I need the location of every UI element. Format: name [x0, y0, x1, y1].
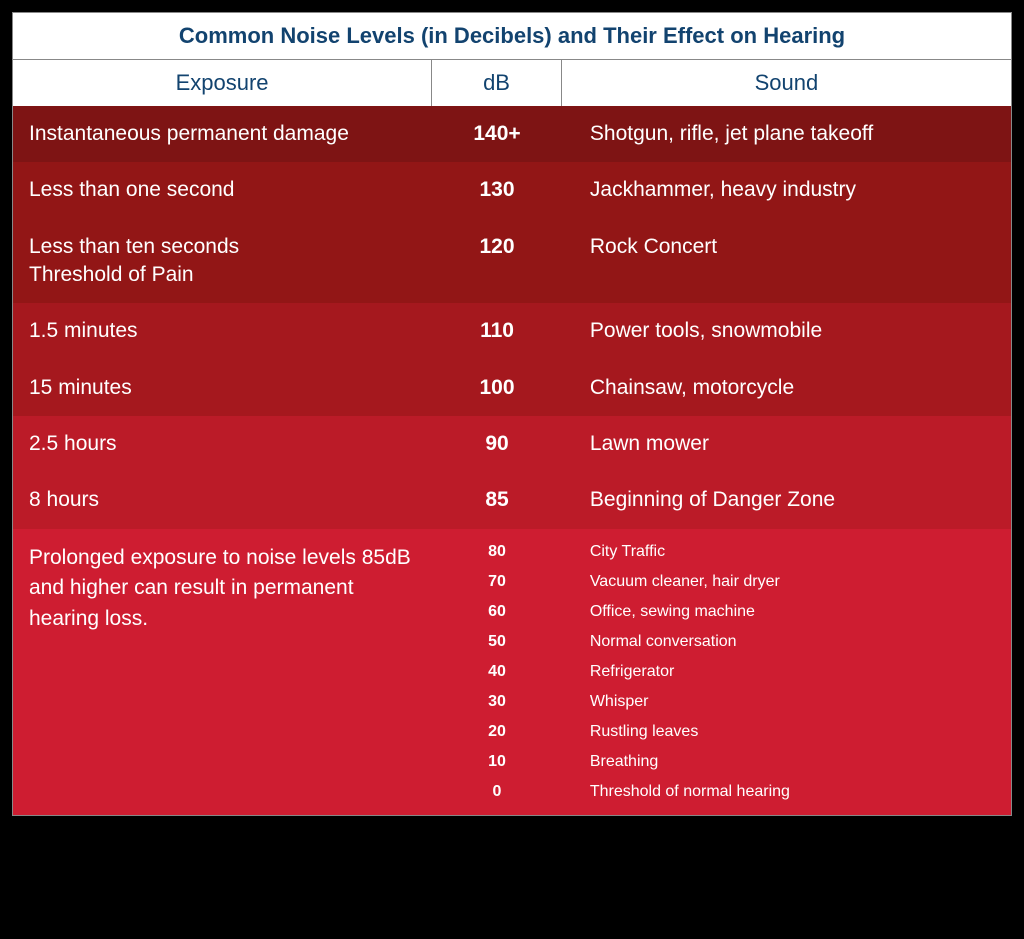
cell-db: 85 [432, 472, 562, 528]
cell-exposure: 1.5 minutes [13, 303, 432, 359]
cell-db: 120 [432, 219, 562, 304]
cell-db: 30 [432, 687, 562, 717]
table-row: 20Rustling leaves [432, 717, 1011, 747]
table-row: 50Normal conversation [432, 627, 1011, 657]
cell-exposure: Less than ten seconds Threshold of Pain [13, 219, 432, 304]
noise-levels-table: Common Noise Levels (in Decibels) and Th… [12, 12, 1012, 816]
cell-sound: Chainsaw, motorcycle [562, 360, 1011, 416]
table-title: Common Noise Levels (in Decibels) and Th… [13, 13, 1011, 60]
cell-exposure: 2.5 hours [13, 416, 432, 472]
cell-sound: Rustling leaves [562, 717, 1011, 747]
header-sound: Sound [562, 60, 1011, 106]
cell-sound: Power tools, snowmobile [562, 303, 1011, 359]
cell-sound: Vacuum cleaner, hair dryer [562, 567, 1011, 597]
table-row: 40Refrigerator [432, 657, 1011, 687]
cell-sound: Whisper [562, 687, 1011, 717]
cell-sound: City Traffic [562, 537, 1011, 567]
cell-sound: Rock Concert [562, 219, 1011, 304]
table-row: 15 minutes100Chainsaw, motorcycle [13, 360, 1011, 416]
cell-db: 20 [432, 717, 562, 747]
cell-db: 60 [432, 597, 562, 627]
table-row: Instantaneous permanent damage140+Shotgu… [13, 106, 1011, 162]
cell-sound: Threshold of normal hearing [562, 777, 1011, 807]
cell-sound: Refrigerator [562, 657, 1011, 687]
table-header-row: Exposure dB Sound [13, 60, 1011, 106]
cell-db: 110 [432, 303, 562, 359]
table-group-multi: Prolonged exposure to noise levels 85dB … [13, 529, 1011, 815]
table-group: 2.5 hours90Lawn mower8 hours85Beginning … [13, 416, 1011, 529]
table-row: 1.5 minutes110Power tools, snowmobile [13, 303, 1011, 359]
cell-sound: Jackhammer, heavy industry [562, 162, 1011, 218]
table-row: 30Whisper [432, 687, 1011, 717]
cell-db: 40 [432, 657, 562, 687]
cell-db: 0 [432, 777, 562, 807]
cell-exposure: 15 minutes [13, 360, 432, 416]
cell-sound: Breathing [562, 747, 1011, 777]
table-row: 0Threshold of normal hearing [432, 777, 1011, 807]
cell-exposure: Instantaneous permanent damage [13, 106, 432, 162]
table-group: Instantaneous permanent damage140+Shotgu… [13, 106, 1011, 162]
cell-exposure: Less than one second [13, 162, 432, 218]
cell-sound: Shotgun, rifle, jet plane takeoff [562, 106, 1011, 162]
table-row: 2.5 hours90Lawn mower [13, 416, 1011, 472]
table-body: Instantaneous permanent damage140+Shotgu… [13, 106, 1011, 815]
table-row: Less than ten seconds Threshold of Pain1… [13, 219, 1011, 304]
cell-sound: Beginning of Danger Zone [562, 472, 1011, 528]
table-group: Less than one second130Jackhammer, heavy… [13, 162, 1011, 303]
cell-sound: Normal conversation [562, 627, 1011, 657]
cell-exposure: 8 hours [13, 472, 432, 528]
exposure-note: Prolonged exposure to noise levels 85dB … [13, 529, 432, 815]
cell-db: 80 [432, 537, 562, 567]
cell-db: 10 [432, 747, 562, 777]
cell-db: 130 [432, 162, 562, 218]
table-row: 70Vacuum cleaner, hair dryer [432, 567, 1011, 597]
header-db: dB [432, 60, 562, 106]
table-row: 80City Traffic [432, 537, 1011, 567]
cell-db: 90 [432, 416, 562, 472]
table-group: Prolonged exposure to noise levels 85dB … [13, 529, 1011, 815]
table-row: 60Office, sewing machine [432, 597, 1011, 627]
table-row: Less than one second130Jackhammer, heavy… [13, 162, 1011, 218]
cell-sound: Office, sewing machine [562, 597, 1011, 627]
header-exposure: Exposure [13, 60, 432, 106]
table-row: 10Breathing [432, 747, 1011, 777]
table-row: 8 hours85Beginning of Danger Zone [13, 472, 1011, 528]
cell-db: 70 [432, 567, 562, 597]
cell-sound: Lawn mower [562, 416, 1011, 472]
cell-db: 140+ [432, 106, 562, 162]
cell-db: 50 [432, 627, 562, 657]
cell-db: 100 [432, 360, 562, 416]
table-group: 1.5 minutes110Power tools, snowmobile15 … [13, 303, 1011, 416]
sub-rows: 80City Traffic70Vacuum cleaner, hair dry… [432, 529, 1011, 815]
